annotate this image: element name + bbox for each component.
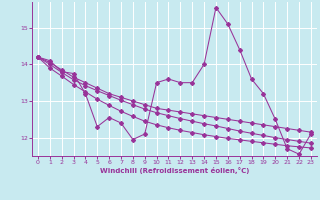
X-axis label: Windchill (Refroidissement éolien,°C): Windchill (Refroidissement éolien,°C) [100, 167, 249, 174]
